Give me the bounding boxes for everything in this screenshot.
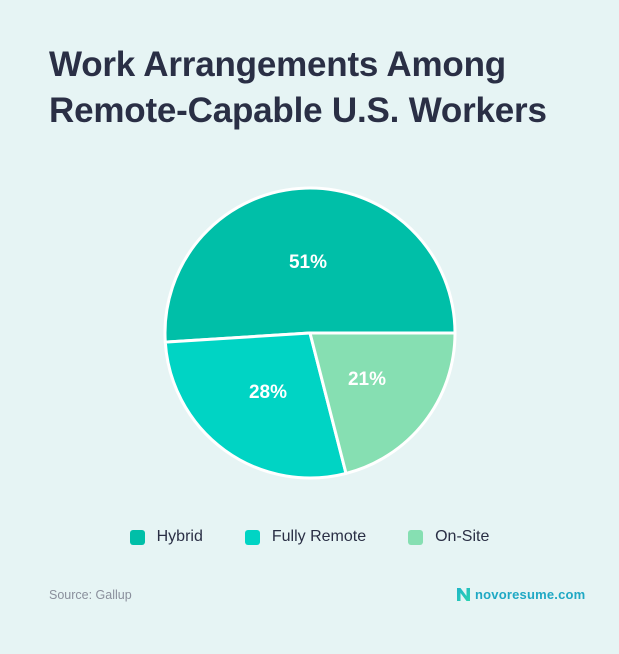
slice-label-hybrid: 51%: [289, 252, 327, 273]
slice-label-fully-remote: 28%: [249, 382, 287, 403]
pie-slice-on-site: [308, 331, 457, 475]
legend-item-fully-remote: Fully Remote: [244, 528, 367, 546]
pie-slices: [163, 186, 457, 480]
pie-slice-hybrid: [163, 186, 457, 344]
slice-label-on-site: 21%: [348, 369, 386, 390]
legend-label-on-site: On-Site: [435, 528, 490, 545]
legend-swatch-fully-remote: [244, 529, 260, 545]
chart-title-line-1: Work Arrangements Among: [49, 45, 506, 84]
legend-swatch-on-site: [408, 529, 424, 545]
legend-label-fully-remote: Fully Remote: [271, 528, 367, 545]
pie-slice-fully-remote: [163, 331, 348, 480]
legend-item-on-site: On-Site: [408, 528, 489, 546]
novoresume-logo-icon: [457, 588, 470, 601]
legend-label-hybrid: Hybrid: [156, 528, 203, 545]
brand-logo: novoresume.com: [456, 587, 585, 602]
brand-name: novoresume.com: [475, 587, 586, 602]
legend-swatch-hybrid: [129, 529, 145, 545]
chart-title-line-2: Remote-Capable U.S. Workers: [49, 91, 547, 130]
legend-item-hybrid: Hybrid: [129, 528, 203, 546]
source-note: Source: Gallup: [49, 588, 132, 602]
legend: Hybrid Fully Remote On-Site: [0, 528, 619, 546]
chart-title: Work Arrangements Among Remote-Capable U…: [49, 42, 547, 134]
